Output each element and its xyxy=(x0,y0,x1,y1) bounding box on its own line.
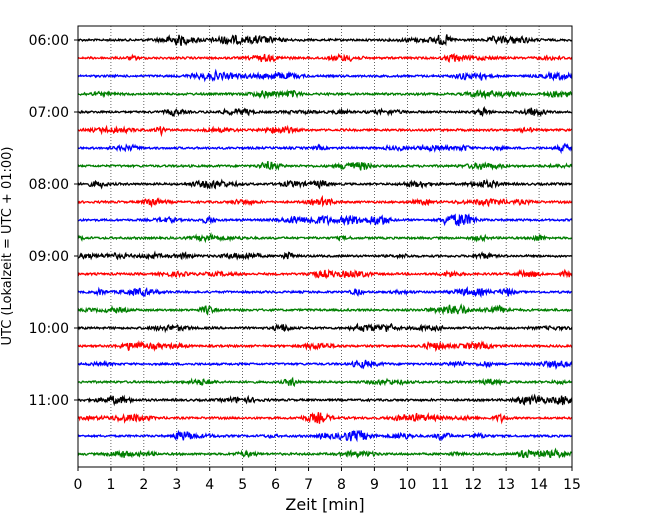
x-tick-label: 15 xyxy=(563,477,581,493)
trace-row xyxy=(77,213,573,227)
x-axis: 0 1 2 3 4 5 6 7 8 9 10 11 12 13 14 15 xyxy=(74,467,581,493)
x-tick-label: 12 xyxy=(464,477,482,493)
trace-row xyxy=(77,88,573,101)
trace-row xyxy=(77,340,573,353)
trace-row xyxy=(77,232,573,244)
y-axis-label: UTC (Lokalzeit = UTC + 01:00) xyxy=(0,147,15,346)
trace-row xyxy=(77,34,573,47)
x-tick-label: 10 xyxy=(398,477,416,493)
x-tick-label: 3 xyxy=(172,477,181,493)
trace-row xyxy=(77,322,573,334)
trace-row xyxy=(77,105,573,118)
y-axis: 06:00 07:00 08:00 09:00 10:00 11:00 xyxy=(29,33,78,409)
trace-row xyxy=(77,376,573,388)
x-axis-label: Zeit [min] xyxy=(285,495,364,514)
trace-row xyxy=(77,160,573,171)
trace-row xyxy=(77,393,573,407)
x-tick-label: 11 xyxy=(431,477,449,493)
trace-row xyxy=(77,411,573,425)
trace-group xyxy=(77,34,573,459)
y-tick-label: 10:00 xyxy=(29,321,69,337)
trace-row xyxy=(77,447,573,459)
trace-row xyxy=(77,250,573,261)
x-tick-label: 1 xyxy=(106,477,115,493)
trace-row xyxy=(77,429,573,443)
x-tick-label: 0 xyxy=(74,477,83,493)
x-tick-label: 14 xyxy=(530,477,548,493)
x-tick-label: 7 xyxy=(304,477,313,493)
x-tick-label: 2 xyxy=(139,477,148,493)
y-tick-label: 11:00 xyxy=(29,393,69,409)
trace-row xyxy=(77,68,573,83)
trace-row xyxy=(77,142,573,155)
trace-row xyxy=(77,359,573,370)
x-tick-label: 8 xyxy=(337,477,346,493)
x-tick-label: 4 xyxy=(205,477,214,493)
trace-row xyxy=(77,286,573,299)
trace-row xyxy=(77,303,573,316)
trace-row xyxy=(77,268,573,280)
trace-row xyxy=(77,124,573,138)
y-tick-label: 07:00 xyxy=(29,105,69,121)
x-tick-label: 5 xyxy=(238,477,247,493)
y-tick-label: 09:00 xyxy=(29,249,69,265)
trace-row xyxy=(77,52,573,63)
x-tick-label: 13 xyxy=(497,477,515,493)
trace-row xyxy=(77,194,573,208)
y-tick-label: 08:00 xyxy=(29,177,69,193)
x-tick-label: 9 xyxy=(370,477,379,493)
x-tick-label: 6 xyxy=(271,477,280,493)
plot-frame xyxy=(77,25,573,468)
y-tick-label: 06:00 xyxy=(29,33,69,49)
trace-row xyxy=(77,178,573,190)
